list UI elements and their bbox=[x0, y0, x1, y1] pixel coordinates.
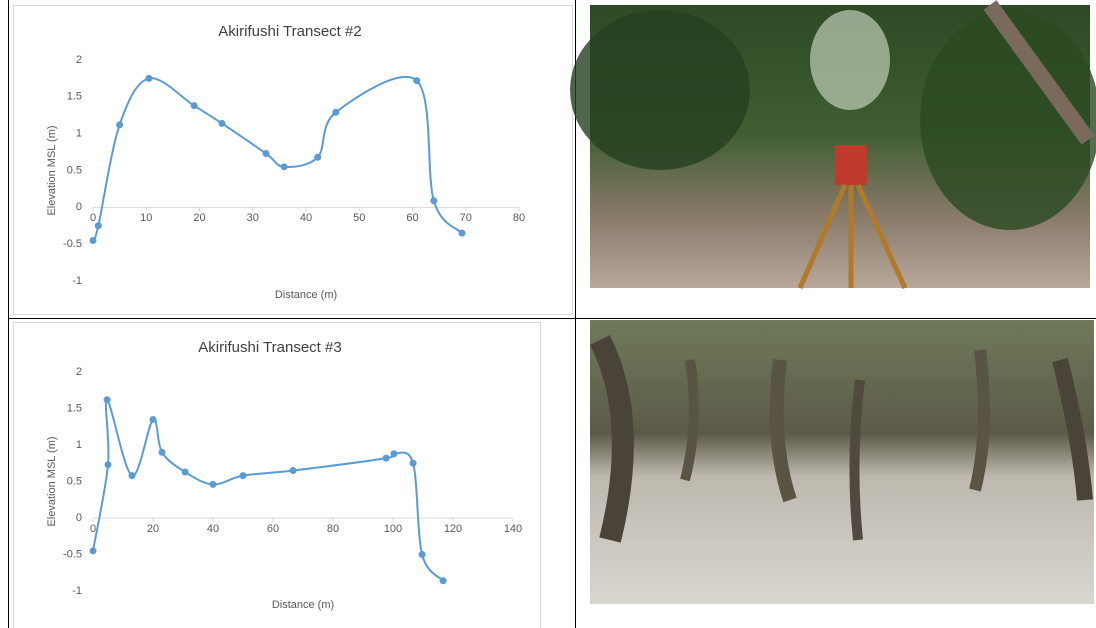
point bbox=[413, 77, 421, 85]
point bbox=[103, 396, 111, 404]
x-tick-label: 60 bbox=[406, 212, 418, 224]
x-tick-label: 0 bbox=[90, 523, 96, 535]
point bbox=[116, 121, 124, 129]
point bbox=[458, 229, 466, 237]
x-tick-label: 20 bbox=[193, 212, 205, 224]
y-tick-label: 1 bbox=[76, 128, 82, 140]
x-tick-label: 50 bbox=[353, 212, 365, 224]
x-tick-label: 120 bbox=[444, 523, 462, 535]
point bbox=[104, 461, 112, 469]
point bbox=[128, 472, 136, 480]
y-axis-label: Elevation MSL (m) bbox=[46, 125, 58, 215]
x-tick-label: 140 bbox=[504, 523, 522, 535]
point bbox=[209, 480, 217, 488]
y-tick-label: 1.5 bbox=[67, 91, 82, 103]
y-tick-label: 0 bbox=[76, 512, 82, 524]
point bbox=[181, 468, 189, 476]
y-tick-label: -1 bbox=[72, 275, 82, 287]
point bbox=[190, 102, 198, 110]
point bbox=[289, 467, 297, 475]
point bbox=[262, 150, 270, 158]
point bbox=[239, 472, 247, 480]
point bbox=[409, 459, 417, 467]
chart-frame bbox=[13, 322, 541, 628]
y-tick-label: 0.5 bbox=[67, 475, 82, 487]
x-axis-label: Distance (m) bbox=[275, 289, 337, 301]
x-tick-label: 30 bbox=[247, 212, 259, 224]
x-tick-label: 40 bbox=[300, 212, 312, 224]
point bbox=[94, 222, 102, 230]
point bbox=[314, 153, 322, 161]
point bbox=[332, 108, 340, 116]
y-tick-label: 2 bbox=[76, 366, 82, 378]
x-tick-label: 60 bbox=[267, 523, 279, 535]
y-tick-label: -0.5 bbox=[63, 548, 82, 560]
photo bbox=[590, 320, 1094, 604]
y-tick-label: 0 bbox=[76, 201, 82, 213]
point bbox=[145, 74, 153, 82]
point bbox=[382, 454, 390, 462]
y-tick-label: -0.5 bbox=[63, 238, 82, 250]
x-tick-label: 80 bbox=[327, 523, 339, 535]
point bbox=[430, 197, 438, 205]
y-tick-label: 1 bbox=[76, 439, 82, 451]
x-axis-label: Distance (m) bbox=[272, 599, 334, 611]
point bbox=[149, 415, 157, 423]
point bbox=[89, 547, 97, 555]
x-tick-label: 40 bbox=[207, 523, 219, 535]
point bbox=[89, 236, 97, 244]
x-tick-label: 80 bbox=[513, 212, 525, 224]
point bbox=[390, 450, 398, 458]
x-tick-label: 70 bbox=[460, 212, 472, 224]
y-tick-label: 1.5 bbox=[67, 402, 82, 414]
point bbox=[158, 448, 166, 456]
y-tick-label: 2 bbox=[76, 54, 82, 66]
chart-title: Akirifushi Transect #2 bbox=[218, 23, 361, 40]
point bbox=[439, 577, 447, 585]
point bbox=[218, 119, 226, 127]
line bbox=[92, 398, 444, 582]
photo bbox=[570, 0, 1096, 290]
x-tick-label: 100 bbox=[384, 523, 402, 535]
x-tick-label: 0 bbox=[90, 212, 96, 224]
y-tick-label: -1 bbox=[72, 585, 82, 597]
point bbox=[280, 163, 288, 171]
x-tick-label: 10 bbox=[140, 212, 152, 224]
y-axis-label: Elevation MSL (m) bbox=[46, 436, 58, 526]
y-tick-label: 0.5 bbox=[67, 164, 82, 176]
chart-frame bbox=[13, 5, 573, 315]
chart-title: Akirifushi Transect #3 bbox=[198, 339, 341, 356]
point bbox=[418, 551, 426, 558]
x-tick-label: 20 bbox=[147, 523, 159, 535]
